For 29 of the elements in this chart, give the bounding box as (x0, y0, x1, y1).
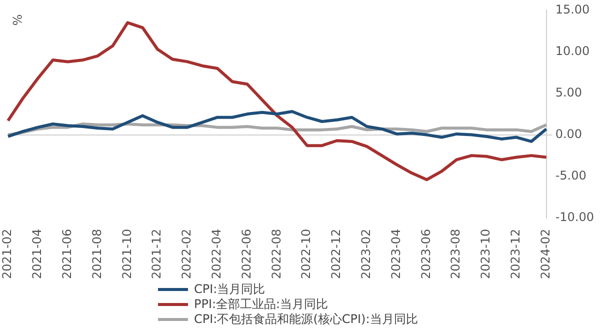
x-tick-label: 2022-04 (209, 228, 224, 279)
x-tick-label: 2023-02 (359, 228, 374, 279)
y-tick-label: -10.00 (555, 210, 594, 224)
x-tick-label: 2023-06 (418, 228, 433, 279)
y-tick-label: 0.00 (555, 126, 582, 141)
x-tick-label: 2022-02 (180, 228, 194, 279)
x-tick-label: 2023-12 (508, 228, 523, 279)
legend-label: CPI:当月同比 (194, 282, 266, 297)
x-tick-label: 2022-10 (299, 228, 314, 279)
x-tick-label: 2021-04 (30, 228, 44, 279)
y-tick-label: 5.00 (555, 85, 582, 100)
x-tick-label: 2021-06 (60, 228, 74, 279)
legend-label: CPI:不包括食品和能源(核心CPI):当月同比 (194, 312, 418, 327)
y-tick-label: 10.00 (555, 44, 590, 58)
x-tick-label: 2023-08 (448, 228, 463, 279)
y-axis-title: % (10, 14, 24, 26)
x-tick-label: 2023-10 (478, 228, 493, 279)
y-tick-label: -5.00 (555, 168, 586, 182)
x-tick-label: 2021-08 (90, 228, 104, 279)
x-tick-label: 2022-12 (329, 228, 344, 279)
y-tick-label: 15.00 (555, 2, 590, 16)
x-tick-label: 2024-02 (538, 228, 552, 279)
x-tick-label: 2022-06 (239, 228, 254, 279)
x-tick-label: 2021-02 (0, 228, 14, 279)
x-tick-label: 2021-10 (120, 228, 134, 279)
x-tick-label: 2023-04 (388, 228, 403, 279)
x-tick-label: 2021-12 (150, 228, 164, 279)
legend-label: PPI:全部工业品:当月同比 (194, 297, 328, 312)
x-tick-label: 2022-08 (269, 228, 284, 279)
